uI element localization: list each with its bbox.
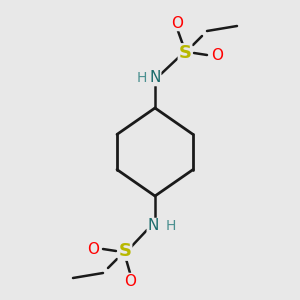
Text: H: H xyxy=(137,71,147,85)
Text: S: S xyxy=(118,242,131,260)
Text: O: O xyxy=(87,242,99,256)
Text: N: N xyxy=(147,218,159,233)
Text: O: O xyxy=(211,47,223,62)
Text: S: S xyxy=(178,44,191,62)
Text: O: O xyxy=(171,16,183,31)
Text: N: N xyxy=(149,70,161,86)
Text: H: H xyxy=(166,219,176,233)
Text: O: O xyxy=(124,274,136,289)
